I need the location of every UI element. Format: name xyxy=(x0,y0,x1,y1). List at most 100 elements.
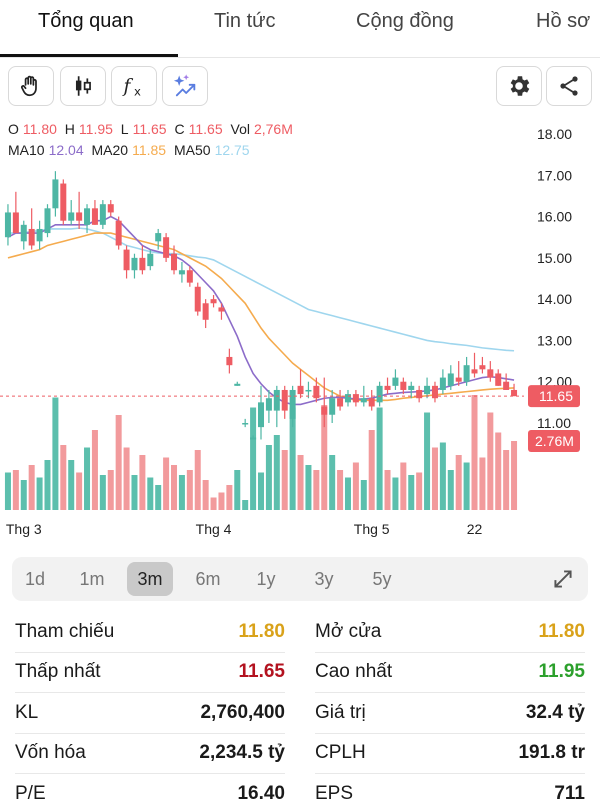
stat-value: 2,234.5 tỷ xyxy=(199,742,285,763)
volume-bar xyxy=(289,407,296,510)
range-1m[interactable]: 1m xyxy=(79,568,105,589)
stat-label: Tham chiếu xyxy=(15,621,115,642)
range-3y[interactable]: 3y xyxy=(314,568,334,589)
volume-bar xyxy=(123,447,130,510)
candle-body xyxy=(28,228,35,246)
share-icon xyxy=(560,76,578,96)
volume-bar xyxy=(257,472,265,510)
range-1d[interactable]: 1d xyxy=(24,568,46,589)
stat-label: Thấp nhất xyxy=(15,661,101,682)
open-value: 11.80 xyxy=(22,121,57,137)
candle-body xyxy=(84,208,91,225)
ai-sparkle-icon xyxy=(173,74,196,97)
range-1y[interactable]: 1y xyxy=(256,568,276,589)
candle-body xyxy=(250,437,257,440)
svg-text:x: x xyxy=(134,84,141,98)
stat-row: Giá trị 32.4 tỷ xyxy=(315,694,585,734)
candle-body xyxy=(52,179,59,209)
top-tabs: Tổng quan Tin tức Cộng đồng Hồ sơ xyxy=(0,0,600,58)
volume-bar xyxy=(479,457,486,510)
volume-bar xyxy=(408,475,415,510)
volume-bar xyxy=(147,477,154,510)
tab-overview[interactable]: Tổng quan xyxy=(38,10,134,32)
y-tick-label: 17.00 xyxy=(537,167,572,183)
range-5y[interactable]: 5y xyxy=(372,568,392,589)
stat-value: 11.95 xyxy=(538,661,586,682)
share-button[interactable] xyxy=(546,66,592,106)
volume-bar xyxy=(439,442,446,510)
candle-body xyxy=(91,208,98,225)
expand-icon[interactable] xyxy=(550,566,576,592)
volume-bar xyxy=(337,470,344,510)
tab-community[interactable]: Cộng đồng xyxy=(356,10,454,32)
volume-bar xyxy=(250,407,257,510)
y-tick-label: 18.00 xyxy=(537,126,572,142)
chart-settings-button[interactable] xyxy=(496,66,542,106)
high-label: H xyxy=(64,121,75,137)
candle-body xyxy=(313,385,320,399)
range-6m[interactable]: 6m xyxy=(195,568,221,589)
range-3m[interactable]: 3m xyxy=(127,562,173,596)
ma50-value: 12.75 xyxy=(214,142,250,158)
volume-bar xyxy=(194,450,201,510)
low-label: L xyxy=(120,121,129,137)
close-label: C xyxy=(174,121,185,137)
candle-body xyxy=(479,365,486,370)
volume-bar xyxy=(368,430,375,510)
chart-type-button[interactable] xyxy=(60,66,106,106)
stat-label: P/E xyxy=(15,783,46,800)
candle-body xyxy=(463,365,470,382)
volume-bar xyxy=(99,475,106,510)
volume-bar xyxy=(36,477,43,510)
volume-bar xyxy=(4,472,11,510)
candle-body xyxy=(344,394,351,403)
volume-bar xyxy=(265,445,272,510)
stat-divider xyxy=(15,692,285,693)
candle-body xyxy=(368,398,375,407)
volume-bar xyxy=(360,480,367,510)
volume-bar xyxy=(76,472,83,510)
volume-bar xyxy=(178,475,185,510)
candle-body xyxy=(178,270,185,275)
volume-label: Vol xyxy=(230,121,250,137)
stat-value: 2,760,400 xyxy=(200,702,285,723)
ai-analysis-button[interactable] xyxy=(162,66,208,106)
candle-body xyxy=(273,389,280,411)
function-icon: f x xyxy=(122,76,142,99)
volume-bar xyxy=(392,477,399,510)
stat-label: Cao nhất xyxy=(315,661,393,682)
volume-bar xyxy=(44,460,51,510)
price-chart[interactable]: 18.0017.0016.0015.0014.0013.0012.0011.00… xyxy=(0,110,600,545)
x-axis-label: Thg 5 xyxy=(354,521,390,537)
volume-bar xyxy=(447,470,454,510)
volume-bar xyxy=(384,470,391,510)
candle-body xyxy=(392,377,399,386)
volume-bar xyxy=(12,470,19,510)
drawing-tool-button[interactable] xyxy=(8,66,54,106)
indicator-button[interactable]: f x xyxy=(111,66,157,106)
volume-bar xyxy=(503,450,510,510)
volume-bar xyxy=(28,465,35,510)
candle-body xyxy=(171,253,178,271)
y-tick-label: 16.00 xyxy=(537,209,572,225)
candle-body xyxy=(44,208,51,234)
volume-bar xyxy=(163,457,170,510)
high-value: 11.95 xyxy=(78,121,113,137)
volume-bar xyxy=(242,500,249,510)
stat-value: 11.80 xyxy=(238,621,286,642)
tab-profile[interactable]: Hồ sơ xyxy=(536,10,591,32)
candle-body xyxy=(4,212,11,238)
y-tick-label: 13.00 xyxy=(537,332,572,348)
volume-bar xyxy=(297,455,304,510)
volume-bar xyxy=(305,465,312,510)
candle-body xyxy=(384,385,391,390)
volume-bar xyxy=(281,450,288,510)
candle-body xyxy=(218,307,225,312)
stat-value: 11.65 xyxy=(238,661,286,682)
tab-news[interactable]: Tin tức xyxy=(214,10,276,32)
candle-body xyxy=(163,237,170,258)
candle-body xyxy=(155,233,162,242)
svg-text:f: f xyxy=(122,76,134,97)
ma-legend: MA10 12.04 MA20 11.85 MA50 12.75 xyxy=(8,142,254,158)
candle-body xyxy=(99,204,106,225)
